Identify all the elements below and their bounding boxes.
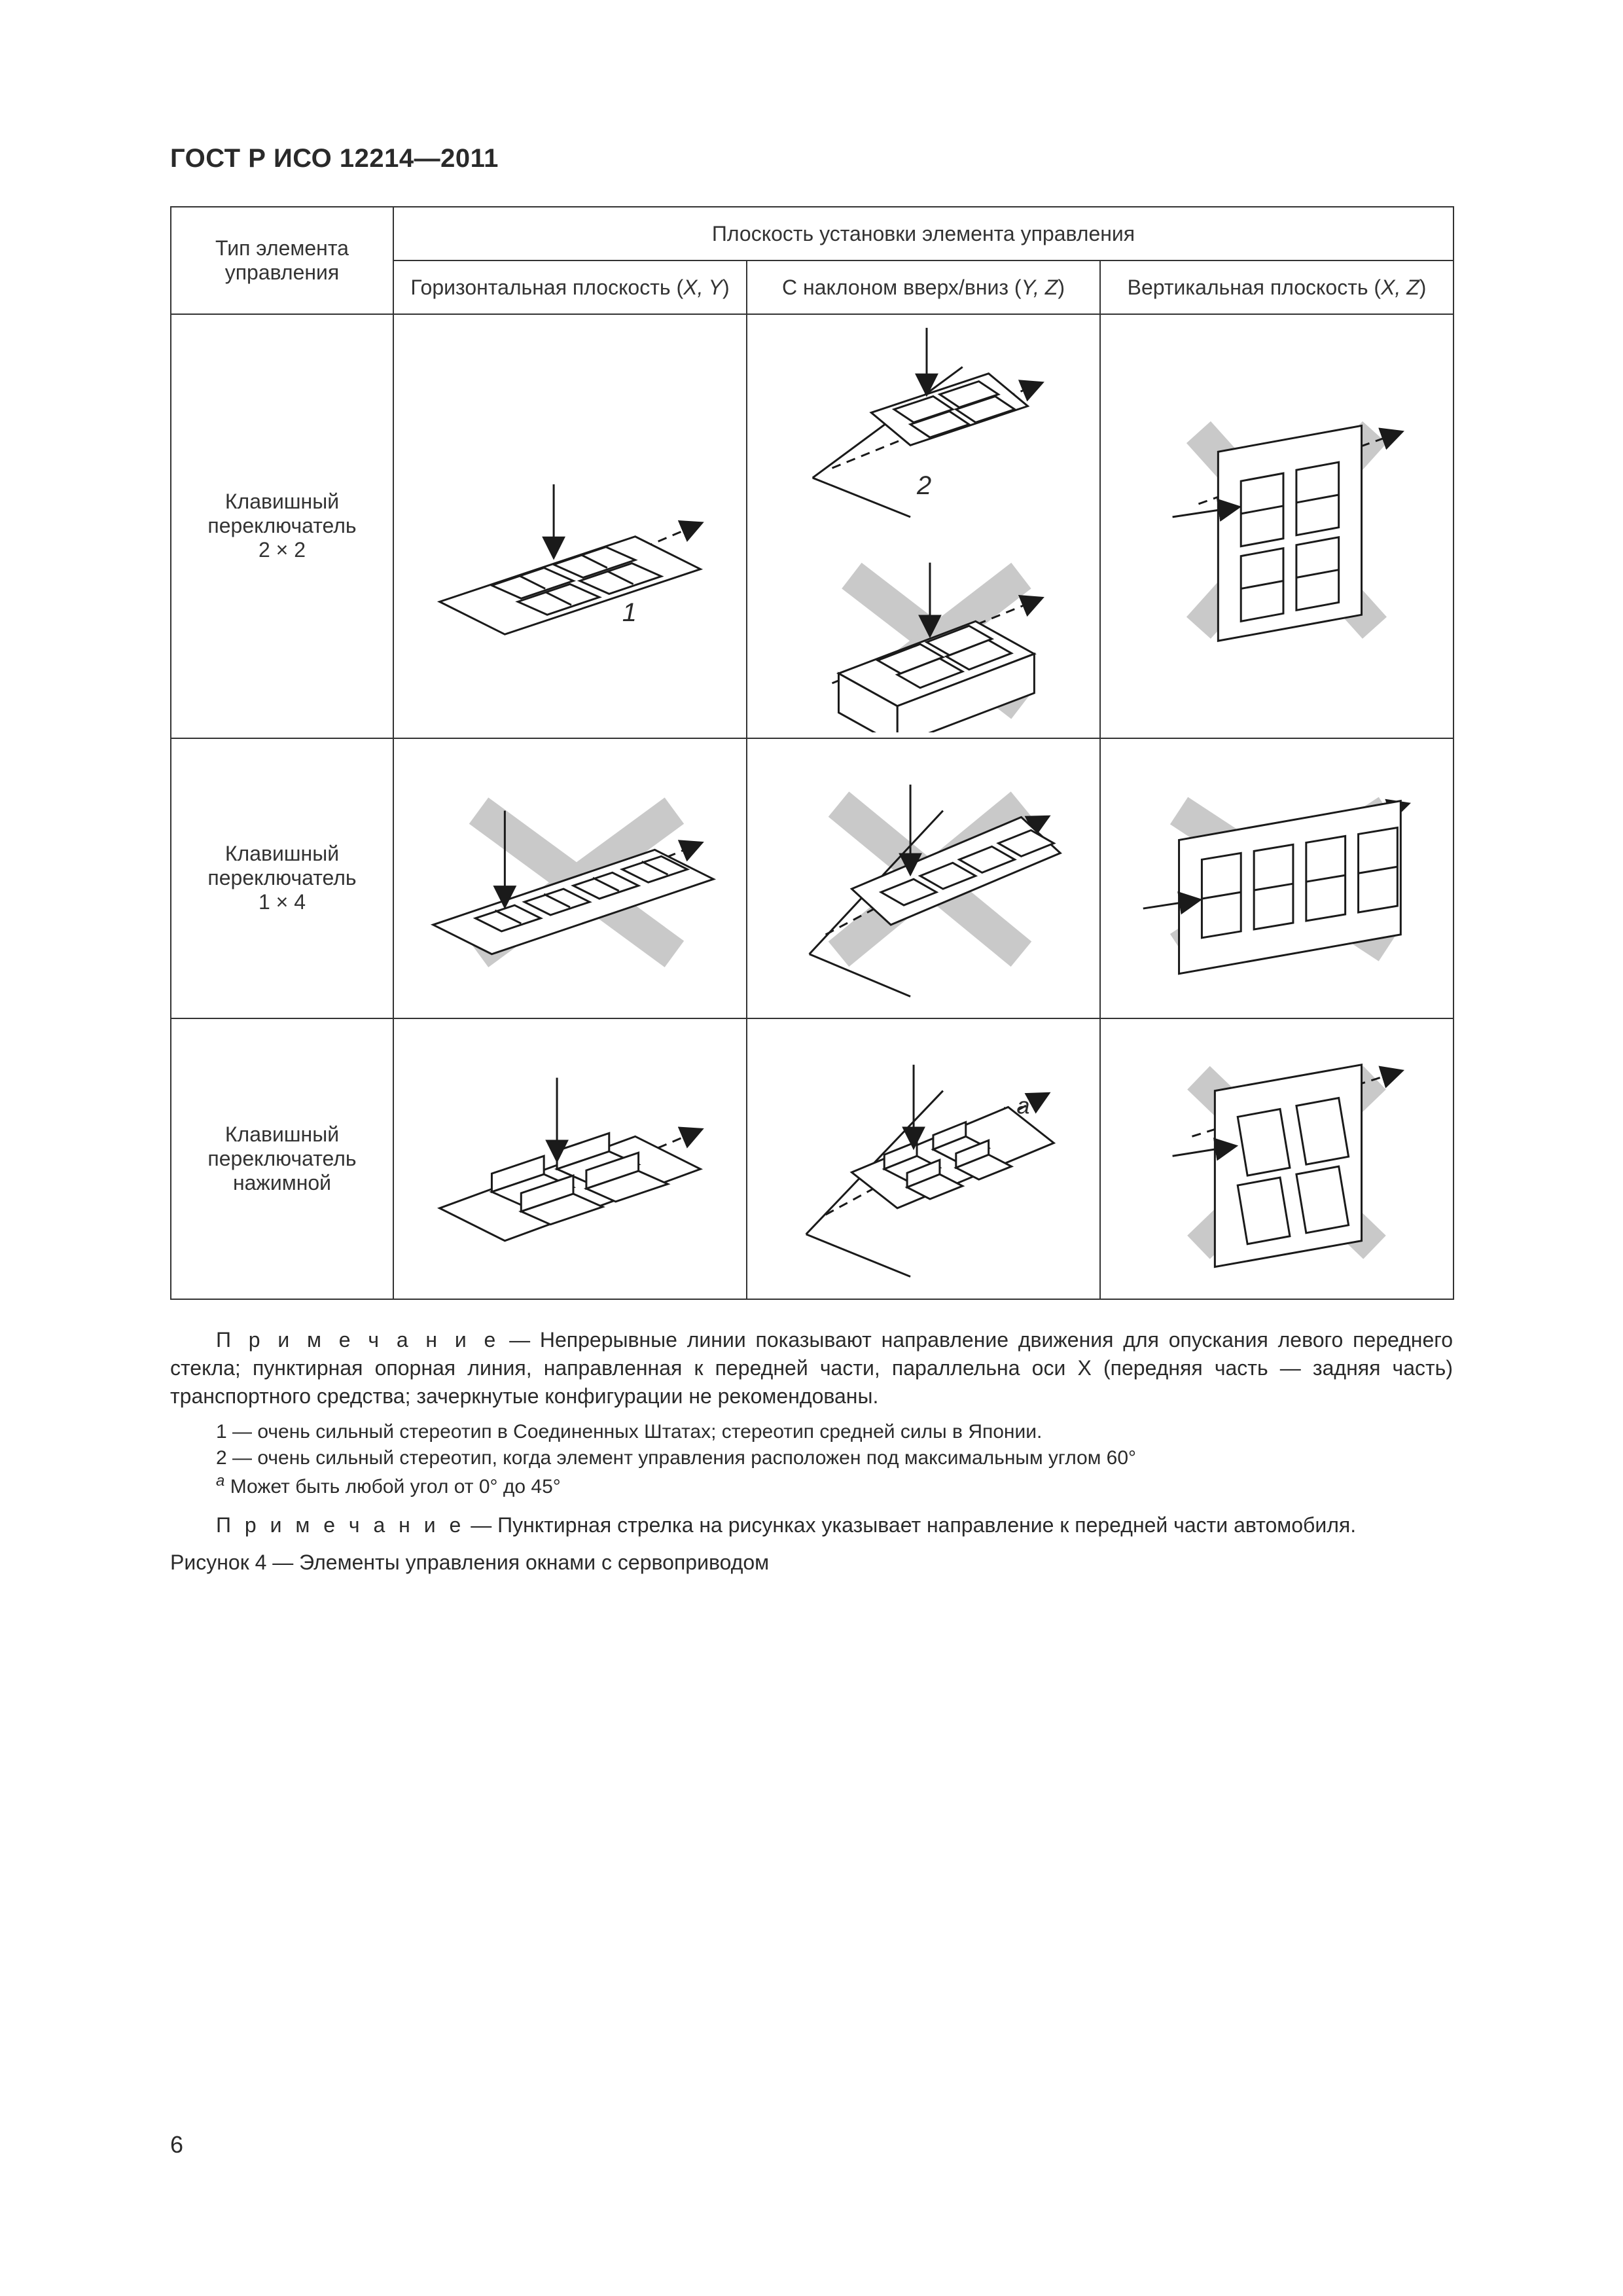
th-col-1: С наклоном вверх/вниз (Y, Z) xyxy=(747,260,1100,314)
col2-axes: X, Z xyxy=(1381,276,1419,299)
document-header: ГОСТ Р ИСО 12214—2011 xyxy=(170,144,1453,173)
list-a-text: Может быть любой угол от 0° до 45° xyxy=(224,1476,560,1498)
list-item-2: 2 — очень сильный стереотип, когда элеме… xyxy=(216,1446,1453,1471)
col1-prefix: С наклоном вверх/вниз ( xyxy=(782,276,1022,299)
col0-prefix: Горизонтальная плоскость ( xyxy=(410,276,683,299)
row-label-2: Клавишный переключатель нажимной xyxy=(171,1018,393,1299)
type-label: Тип элемента управления xyxy=(215,236,349,285)
diagram-2x2-horizontal: 1 xyxy=(394,315,746,732)
diagram-push-horizontal xyxy=(394,1019,746,1293)
diagram-push-vertical xyxy=(1101,1019,1453,1293)
th-col-2: Вертикальная плоскость (X, Z) xyxy=(1100,260,1454,314)
th-plane-group: Плоскость установки элемента управления xyxy=(393,207,1454,260)
diagram-2x2-inclined: 2 xyxy=(747,315,1099,732)
diagram-push-inclined: a xyxy=(747,1019,1099,1293)
note2-text: — Пунктирная стрелка на рисунках указыва… xyxy=(465,1513,1356,1537)
cell-r3c1 xyxy=(393,1018,747,1299)
notes-list: 1 — очень сильный стереотип в Соединенны… xyxy=(216,1420,1453,1499)
row-label-0: Клавишный переключатель 2 × 2 xyxy=(171,314,393,738)
cell-r3c2: a xyxy=(747,1018,1100,1299)
page-number: 6 xyxy=(170,2131,183,2159)
th-type: Тип элемента управления xyxy=(171,207,393,314)
marker-1: 1 xyxy=(622,598,637,627)
diagram-1x4-horizontal xyxy=(394,739,746,1013)
col2-prefix: Вертикальная плоскость ( xyxy=(1128,276,1381,299)
page: ГОСТ Р ИСО 12214—2011 Тип элемента управ… xyxy=(170,144,1453,1586)
col1-suffix: ) xyxy=(1058,276,1065,299)
th-col-0: Горизонтальная плоскость (X, Y) xyxy=(393,260,747,314)
col2-suffix: ) xyxy=(1419,276,1427,299)
cell-r1c1: 1 xyxy=(393,314,747,738)
marker-2: 2 xyxy=(916,471,931,500)
col0-suffix: ) xyxy=(722,276,730,299)
diagram-1x4-vertical xyxy=(1101,739,1453,1013)
note-2: П р и м е ч а н и е — Пунктирная стрелка… xyxy=(170,1511,1453,1539)
list-item-1: 1 — очень сильный стереотип в Соединенны… xyxy=(216,1420,1453,1444)
cell-r1c3 xyxy=(1100,314,1454,738)
diagram-2x2-vertical xyxy=(1101,315,1453,732)
cell-r2c2 xyxy=(747,738,1100,1018)
note2-label: П р и м е ч а н и е xyxy=(216,1513,465,1537)
cell-r3c3 xyxy=(1100,1018,1454,1299)
list-item-a: a Может быть любой угол от 0° до 45° xyxy=(216,1471,1453,1499)
control-plane-table: Тип элемента управления Плоскость устано… xyxy=(170,206,1454,1300)
figure-caption: Рисунок 4 — Элементы управления окнами с… xyxy=(170,1549,1453,1577)
row0-text: Клавишный переключатель 2 × 2 xyxy=(207,490,356,562)
note1-label: П р и м е ч а н и е xyxy=(216,1328,499,1352)
list-a-sup: a xyxy=(216,1472,224,1490)
notes-block: П р и м е ч а н и е — Непрерывные линии … xyxy=(170,1326,1453,1577)
cell-r2c3 xyxy=(1100,738,1454,1018)
cell-r2c1 xyxy=(393,738,747,1018)
diagram-1x4-inclined xyxy=(747,739,1099,1013)
cell-r1c2: 2 xyxy=(747,314,1100,738)
row-label-1: Клавишный переключатель 1 × 4 xyxy=(171,738,393,1018)
note-1: П р и м е ч а н и е — Непрерывные линии … xyxy=(170,1326,1453,1411)
row2-text: Клавишный переключатель нажимной xyxy=(207,1122,356,1195)
row1-text: Клавишный переключатель 1 × 4 xyxy=(207,842,356,914)
col1-axes: Y, Z xyxy=(1022,276,1058,299)
col0-axes: X, Y xyxy=(683,276,722,299)
